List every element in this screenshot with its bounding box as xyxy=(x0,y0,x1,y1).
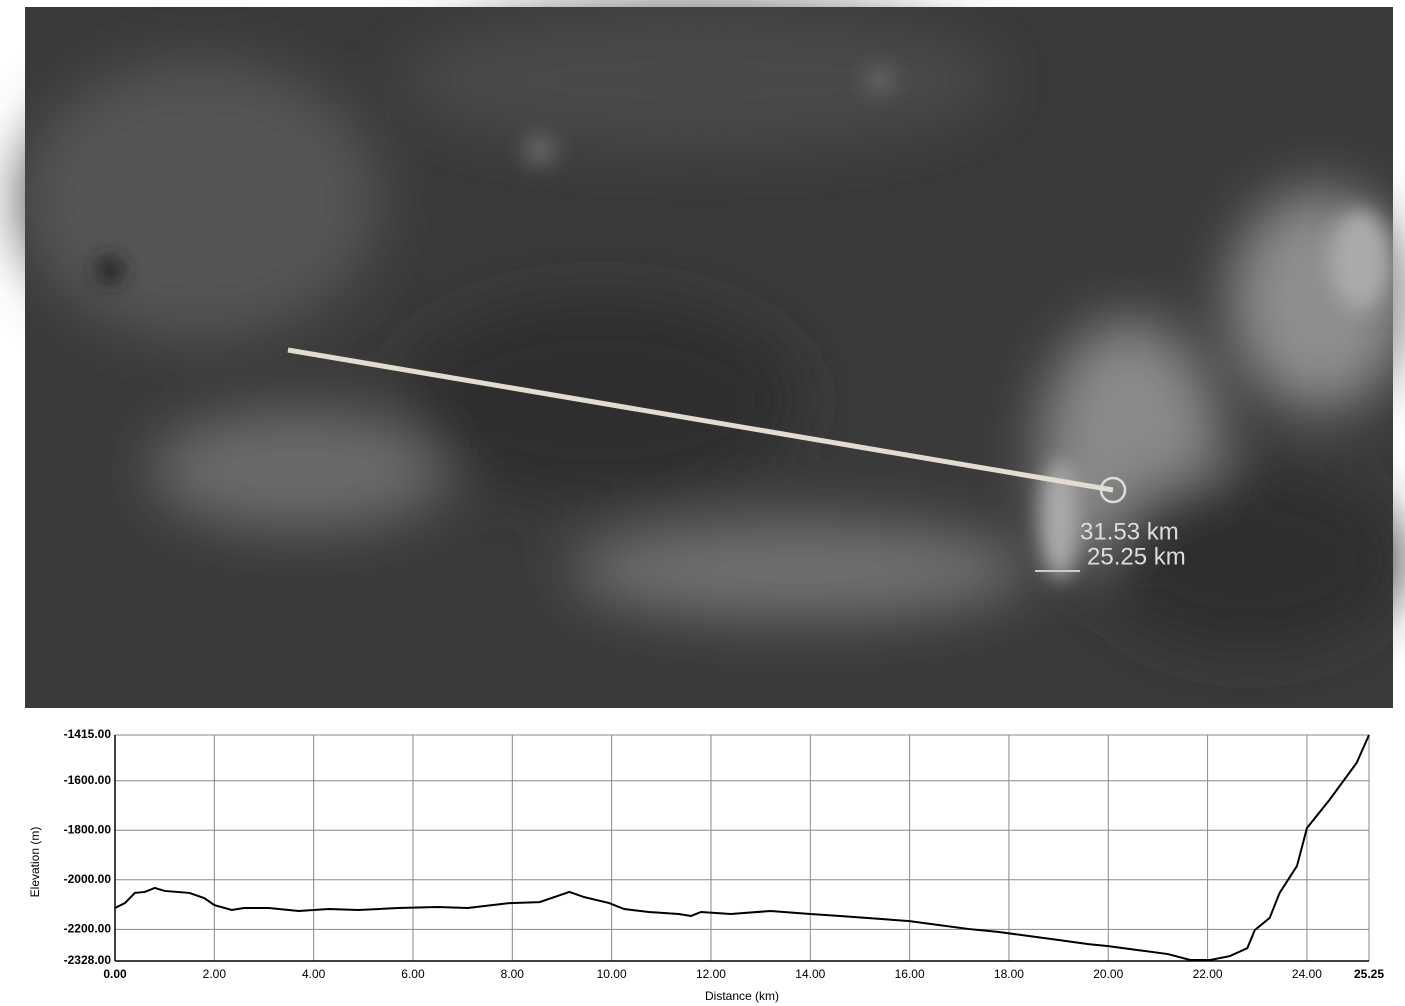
x-tick-label: 12.00 xyxy=(696,967,726,981)
measure-label: 31.53 km xyxy=(1080,518,1179,545)
map-view: 31.53 km 25.25 km xyxy=(0,0,1405,712)
page: 31.53 km 25.25 km Elevation (m) Distance… xyxy=(0,0,1405,1006)
x-tick-label: 18.00 xyxy=(994,967,1024,981)
x-tick-label: 20.00 xyxy=(1093,967,1123,981)
x-tick-label: 14.00 xyxy=(795,967,825,981)
y-tick-label: -2000.00 xyxy=(64,872,112,886)
elevation-line xyxy=(115,735,1369,960)
x-tick-label: 10.00 xyxy=(597,967,627,981)
x-tick-label: 8.00 xyxy=(501,967,525,981)
x-tick-label: 16.00 xyxy=(895,967,925,981)
measure-label: 25.25 km xyxy=(1087,543,1186,570)
y-tick-label: -1415.00 xyxy=(64,727,112,741)
x-tick-label: 25.25 xyxy=(1354,967,1384,981)
y-tick-label: -1800.00 xyxy=(64,822,112,836)
y-tick-label: -2200.00 xyxy=(64,921,112,935)
x-tick-label: 6.00 xyxy=(401,967,425,981)
x-tick-label: 24.00 xyxy=(1292,967,1322,981)
x-axis-label: Distance (km) xyxy=(705,989,779,1003)
y-tick-label: -1600.00 xyxy=(64,773,112,787)
x-tick-label: 2.00 xyxy=(203,967,227,981)
x-tick-label: 4.00 xyxy=(302,967,326,981)
y-axis-label: Elevation (m) xyxy=(28,827,42,898)
x-tick-label: 0.00 xyxy=(103,967,127,981)
y-tick-label: -2328.00 xyxy=(64,953,112,967)
x-tick-label: 22.00 xyxy=(1193,967,1223,981)
